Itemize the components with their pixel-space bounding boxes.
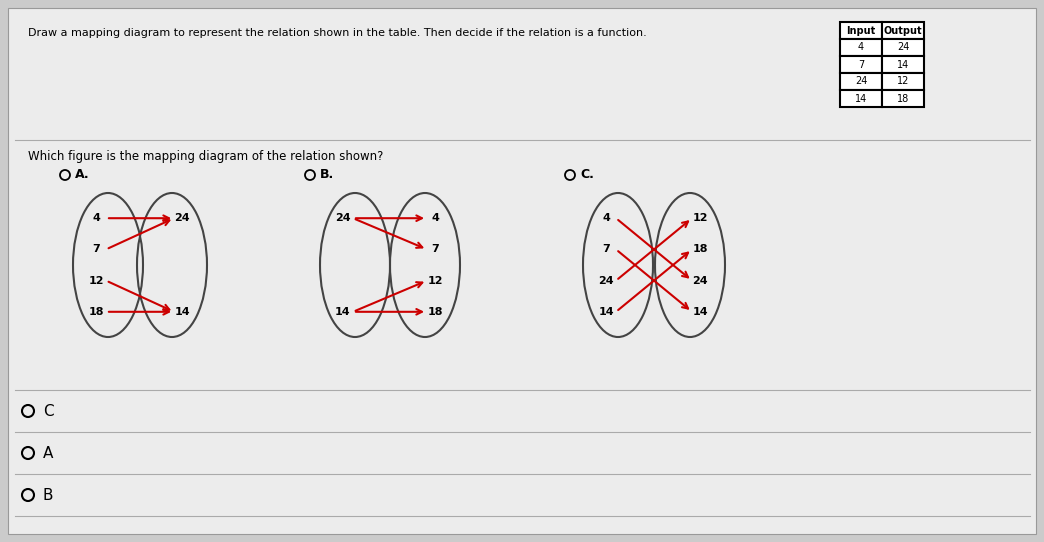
Text: A.: A. [75, 169, 90, 182]
Text: 24: 24 [598, 275, 614, 286]
Text: 18: 18 [897, 94, 909, 104]
Bar [840, 73, 882, 90]
Text: 7: 7 [858, 60, 864, 69]
Text: 24: 24 [174, 213, 190, 223]
Text: 24: 24 [897, 42, 909, 53]
Text: C: C [43, 403, 53, 418]
Text: C.: C. [580, 169, 594, 182]
Bar [882, 56, 924, 73]
Text: B: B [43, 487, 53, 502]
Text: 7: 7 [92, 244, 100, 254]
Text: 7: 7 [431, 244, 438, 254]
Bar [840, 39, 882, 56]
Bar [882, 73, 924, 90]
Bar [882, 90, 924, 107]
Bar [882, 39, 924, 56]
Bar [840, 56, 882, 73]
Text: 12: 12 [89, 275, 103, 286]
Text: 14: 14 [598, 307, 614, 317]
Bar [882, 22, 924, 39]
Text: A: A [43, 446, 53, 461]
Text: 12: 12 [897, 76, 909, 87]
Text: Input: Input [847, 25, 876, 35]
Text: Output: Output [883, 25, 922, 35]
FancyBboxPatch shape [8, 8, 1036, 534]
Text: 4: 4 [602, 213, 610, 223]
Text: 12: 12 [692, 213, 708, 223]
Text: 18: 18 [692, 244, 708, 254]
Text: B.: B. [321, 169, 334, 182]
Text: 24: 24 [855, 76, 868, 87]
Text: 14: 14 [335, 307, 351, 317]
Text: 18: 18 [427, 307, 443, 317]
Text: 14: 14 [897, 60, 909, 69]
Text: 14: 14 [855, 94, 868, 104]
Text: 4: 4 [431, 213, 438, 223]
Text: Draw a mapping diagram to represent the relation shown in the table. Then decide: Draw a mapping diagram to represent the … [28, 28, 646, 38]
Text: 4: 4 [92, 213, 100, 223]
Text: 18: 18 [89, 307, 103, 317]
Text: Which figure is the mapping diagram of the relation shown?: Which figure is the mapping diagram of t… [28, 150, 383, 163]
Text: 14: 14 [174, 307, 190, 317]
Bar [840, 22, 882, 39]
Bar [840, 90, 882, 107]
Text: 12: 12 [427, 275, 443, 286]
Text: 4: 4 [858, 42, 864, 53]
Text: 24: 24 [335, 213, 351, 223]
Text: 24: 24 [692, 275, 708, 286]
Text: 14: 14 [692, 307, 708, 317]
Text: 7: 7 [602, 244, 610, 254]
